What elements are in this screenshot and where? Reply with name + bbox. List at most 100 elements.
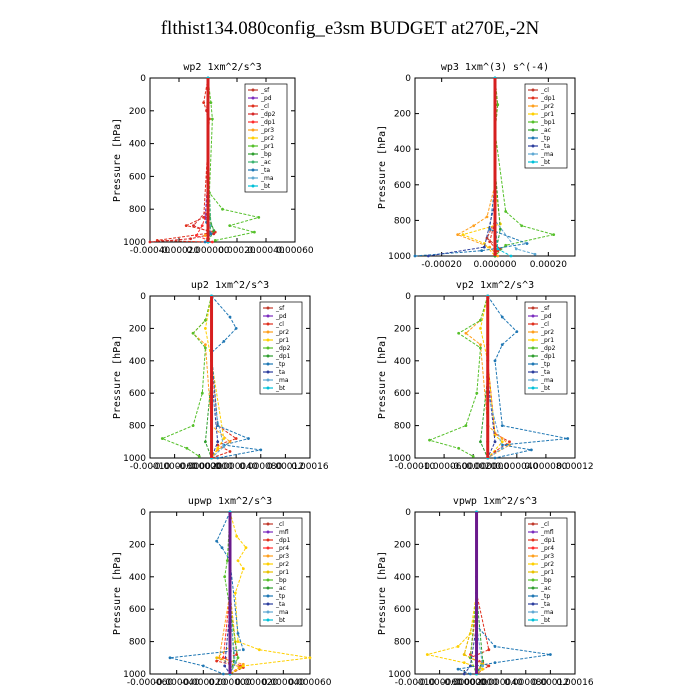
legend-marker [266, 586, 270, 590]
legend-label: _pr2 [540, 103, 554, 110]
legend-label: _tp [540, 361, 550, 368]
legend-marker [251, 120, 255, 124]
x-tick-label: -0.000020 [450, 462, 496, 472]
y-tick-label: 600 [394, 181, 411, 191]
y-tick-label: 0 [140, 508, 146, 518]
series-point [223, 575, 227, 579]
series-point [500, 446, 504, 450]
series-point [259, 448, 263, 452]
legend-label: _cl [260, 103, 269, 110]
legend-label: _pr3 [260, 127, 274, 134]
y-tick-label: 200 [394, 324, 411, 334]
series-point [216, 424, 220, 427]
series-point [508, 443, 511, 447]
series-point [496, 254, 500, 258]
y-tick-label: 1000 [123, 670, 146, 680]
series-point [498, 227, 502, 231]
legend-label: _pd [540, 313, 552, 320]
x-tick-label: 0.000040 [480, 678, 523, 688]
y-axis-label: Pressure [hPa] [112, 551, 123, 635]
x-tick-label: -0.000020 [180, 678, 226, 688]
series-point [493, 645, 497, 648]
series-point [493, 661, 497, 665]
legend-marker [266, 378, 270, 382]
y-tick-label: 600 [394, 605, 411, 615]
chart-panel-3: up2 1xm^2/s^302004006008001000-0.00010-0… [112, 280, 329, 472]
legend-label: _cl [540, 321, 549, 328]
series-point [195, 234, 198, 237]
y-tick-label: 200 [129, 324, 146, 334]
chart-panel-2: wp3 1xm^(3) s^(-4) 0 200 400 600 800 1000 -0.00… [377, 62, 576, 270]
x-tick-label: -0.000020 [176, 462, 222, 472]
panel-title: vp2 1xm^2/s^3 [456, 280, 534, 291]
series-point [234, 327, 238, 330]
series-point [228, 224, 232, 228]
series-point [197, 454, 201, 458]
legend-marker [266, 554, 270, 558]
series-point [233, 591, 237, 595]
legend-marker [251, 112, 255, 116]
legend-marker [531, 570, 535, 574]
legend-label: _dp1 [275, 353, 291, 360]
y-tick-label: 200 [394, 110, 411, 120]
legend-marker [531, 338, 535, 342]
legend-marker [531, 618, 535, 622]
series-point [481, 664, 485, 668]
legend-marker [531, 112, 535, 116]
legend-label: _ta [275, 601, 285, 608]
series-point [487, 664, 491, 668]
legend-label: _ta [540, 369, 550, 376]
series-point [425, 653, 429, 656]
series-point [456, 667, 460, 671]
y-tick-label: 400 [394, 357, 411, 367]
series-point [461, 233, 465, 237]
y-tick-label: 200 [394, 540, 411, 550]
x-tick-label: -0.000060 [421, 462, 467, 472]
legend-marker [531, 330, 535, 334]
y-tick-label: 400 [129, 140, 146, 150]
x-tick-label: -0.000020 [441, 678, 487, 688]
y-tick-label: 800 [394, 422, 411, 432]
legend-label: _ma [540, 377, 554, 384]
series-line-tp [414, 78, 529, 257]
legend-label: _bt [540, 159, 551, 166]
legend-label: _sf [275, 305, 285, 312]
legend-label: _ma [260, 175, 274, 182]
x-tick-label: 0.000080 [524, 462, 567, 472]
legend-label: _dp1 [540, 537, 556, 544]
series-point [212, 232, 216, 236]
series-point [493, 456, 497, 460]
series-line-dp2 [149, 77, 216, 243]
x-tick-label: 0.00040 [247, 246, 284, 256]
series-point [241, 648, 245, 652]
legend-marker [531, 314, 535, 318]
legend-marker [531, 160, 535, 164]
legend-label: _pd [275, 313, 287, 320]
series-point [200, 391, 204, 395]
series-line-dp2 [427, 295, 489, 457]
legend-marker [251, 104, 255, 108]
legend-marker [531, 96, 535, 100]
x-tick-label: 0.000000 [474, 260, 517, 270]
series-point [185, 446, 189, 450]
y-axis-label: Pressure [hPa] [112, 335, 123, 419]
series-line-bp1 [494, 77, 554, 257]
legend-marker [531, 538, 535, 542]
legend-marker [266, 330, 270, 334]
legend-label: _ta [540, 601, 550, 608]
x-tick-label: 0.000040 [262, 678, 305, 688]
series-point [485, 236, 489, 240]
series-line-bp [224, 511, 239, 675]
x-tick-label: 0.00012 [532, 678, 569, 688]
legend: _cl_dp1_pr2_pr1_bp1_ac_tp_ta_ma_bt [524, 83, 568, 169]
series-point [520, 224, 524, 228]
y-axis-label: Pressure [hPa] [377, 125, 388, 209]
legend-label: _pd [260, 95, 272, 102]
series-point [500, 343, 504, 346]
legend-label: _pr2 [540, 329, 554, 336]
series-point [236, 640, 240, 643]
legend-label: _pr2 [540, 561, 554, 568]
series-point [228, 450, 232, 453]
series-point [457, 331, 461, 335]
series-point [472, 224, 476, 228]
